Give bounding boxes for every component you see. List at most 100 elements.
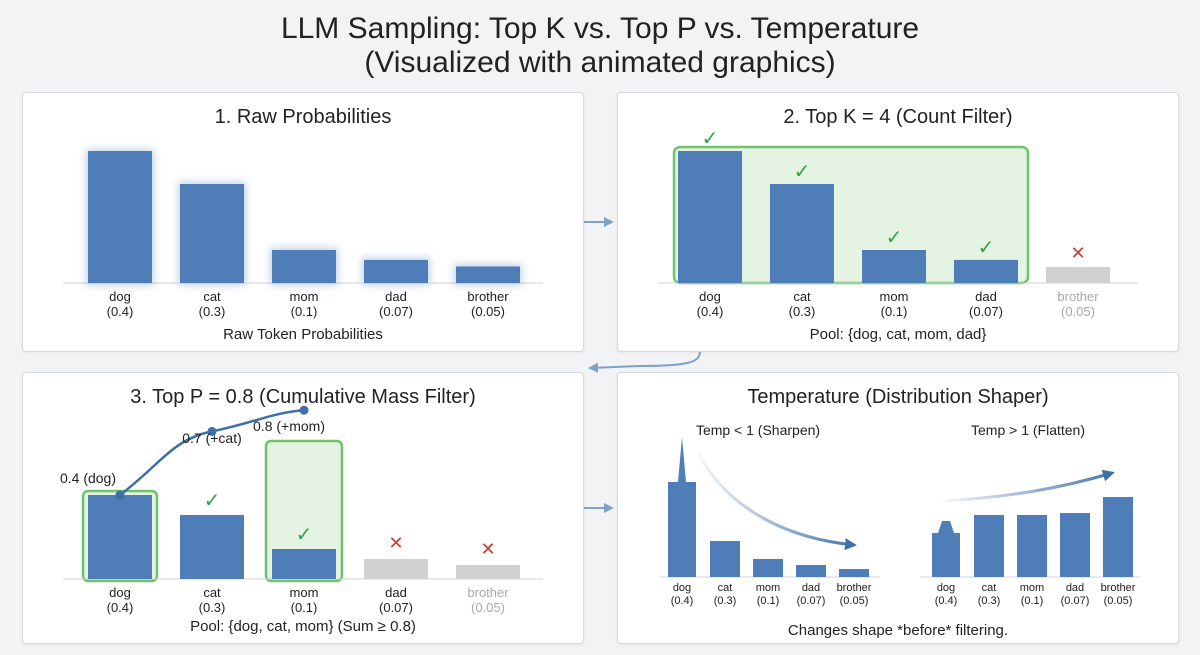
flatten-bar-brother [1103, 497, 1133, 577]
token-label: dad [975, 289, 997, 304]
token-label: brother [467, 289, 509, 304]
token-prob: (0.1) [291, 304, 318, 319]
bar-dog [88, 495, 152, 579]
token-label: cat [982, 582, 997, 594]
cumulative-label: 0.7 (+cat) [182, 430, 242, 446]
token-prob: (0.1) [757, 595, 780, 607]
sharpen-bar-cat [710, 541, 740, 577]
panel-temperature: Temperature (Distribution Shaper) Temp <… [617, 372, 1179, 644]
caption: Pool: {dog, cat, mom, dad} [810, 326, 987, 343]
token-prob: (0.07) [1061, 595, 1090, 607]
panel-raw-probabilities: 1. Raw Probabilities dog (0.4) cat (0.3) mom… [22, 92, 584, 352]
token-label: cat [793, 289, 811, 304]
token-prob: (0.4) [697, 304, 724, 319]
token-prob: (0.07) [969, 304, 1003, 319]
token-label: dad [385, 585, 407, 600]
bar-mom [272, 549, 336, 579]
token-label: dog [699, 289, 721, 304]
token-label: dad [802, 582, 820, 594]
token-label: cat [203, 289, 221, 304]
token-prob: (0.4) [107, 600, 134, 615]
token-label: dad [1066, 582, 1084, 594]
panel-top-p: 3. Top P = 0.8 (Cumulative Mass Filter) … [22, 372, 584, 644]
bar-cat [770, 184, 834, 283]
page-title-line1: LLM Sampling: Top K vs. Top P vs. Temper… [280, 12, 920, 45]
flatten-bar-mom [1017, 515, 1047, 577]
flatten-arrow [942, 469, 1115, 503]
token-label: dog [109, 585, 131, 600]
check-icon: ✓ [296, 524, 313, 546]
check-icon: ✓ [204, 490, 221, 512]
bar-dog [88, 151, 152, 283]
token-prob: (0.05) [471, 600, 505, 615]
cumulative-point [115, 490, 125, 500]
sharpen-bar-dad [796, 565, 826, 577]
cross-icon: ✕ [480, 539, 495, 559]
token-label: dad [385, 289, 407, 304]
sharpen-bar-dog [668, 437, 696, 577]
token-label: brother [467, 585, 509, 600]
token-label: mom [290, 585, 319, 600]
panel-title: 1. Raw Probabilities [215, 106, 392, 128]
token-prob: (0.1) [1021, 595, 1044, 607]
cumulative-point [299, 405, 309, 415]
cross-icon: ✕ [1070, 243, 1085, 263]
panel-title: 3. Top P = 0.8 (Cumulative Mass Filter) [130, 386, 476, 408]
token-prob: (0.3) [199, 600, 226, 615]
token-label: brother [837, 582, 872, 594]
token-prob: (0.07) [797, 595, 826, 607]
temp-flatten-label: Temp > 1 (Flatten) [971, 422, 1085, 438]
bar-dad [364, 559, 428, 579]
token-prob: (0.4) [107, 304, 134, 319]
token-prob: (0.4) [671, 595, 694, 607]
token-prob: (0.07) [379, 600, 413, 615]
cumulative-label: 0.4 (dog) [60, 470, 116, 486]
token-label: mom [290, 289, 319, 304]
check-icon: ✓ [978, 237, 995, 259]
token-label: dog [109, 289, 131, 304]
bar-cat [180, 184, 244, 283]
token-prob: (0.3) [789, 304, 816, 319]
token-prob: (0.1) [881, 304, 908, 319]
token-label: mom [880, 289, 909, 304]
cumulative-point [207, 426, 217, 436]
token-prob: (0.05) [1104, 595, 1133, 607]
token-label: cat [203, 585, 221, 600]
cross-icon: ✕ [388, 533, 403, 553]
check-icon: ✓ [702, 128, 719, 150]
panel-top-k: 2. Top K = 4 (Count Filter) dog (0.4) ✓ cat… [617, 92, 1179, 352]
check-icon: ✓ [886, 227, 903, 249]
token-prob: (0.4) [935, 595, 958, 607]
bar-mom [862, 250, 926, 283]
temp-sharpen-label: Temp < 1 (Sharpen) [696, 422, 820, 438]
bar-dad [954, 259, 1018, 283]
token-label: brother [1057, 289, 1099, 304]
panel-title: 2. Top K = 4 (Count Filter) [783, 106, 1012, 128]
token-label: mom [756, 582, 780, 594]
flatten-bar-dad [1060, 513, 1090, 577]
bar-dad [364, 259, 428, 283]
token-label: mom [1020, 582, 1044, 594]
token-label: dog [937, 582, 955, 594]
token-prob: (0.3) [199, 304, 226, 319]
token-prob: (0.05) [471, 304, 505, 319]
token-label: cat [718, 582, 733, 594]
token-label: brother [1101, 582, 1136, 594]
bar-cat [180, 515, 244, 579]
page-title-line2: (Visualized with animated graphics) [364, 46, 836, 79]
flatten-bar-cat [974, 515, 1004, 577]
sharpen-bar-mom [753, 559, 783, 577]
token-prob: (0.07) [379, 304, 413, 319]
caption: Raw Token Probabilities [223, 326, 383, 343]
token-label: dog [673, 582, 691, 594]
caption: Changes shape *before* filtering. [788, 622, 1008, 639]
bar-mom [272, 250, 336, 283]
bar-brother [456, 266, 520, 283]
bar-brother [456, 565, 520, 579]
token-prob: (0.3) [978, 595, 1001, 607]
sharpen-bar-brother [839, 569, 869, 577]
highlight-mom [264, 439, 344, 583]
sharpen-arrow [696, 452, 857, 551]
flatten-bar-dog [932, 521, 960, 577]
bar-brother [1046, 267, 1110, 283]
